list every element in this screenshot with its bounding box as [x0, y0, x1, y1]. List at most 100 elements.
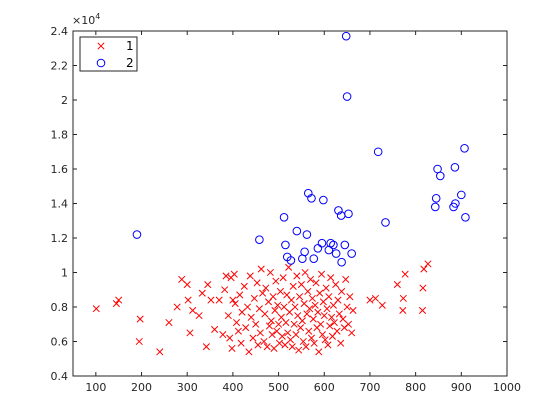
data-point	[183, 281, 191, 289]
data-point	[219, 331, 227, 339]
data-point	[250, 294, 258, 302]
data-point	[329, 240, 338, 250]
data-point	[292, 331, 300, 339]
data-point	[310, 339, 318, 347]
y-tick-label: 0.8	[51, 301, 69, 314]
x-tick-label: 500	[268, 381, 289, 394]
data-point	[373, 147, 383, 157]
data-point	[136, 315, 144, 323]
data-point	[333, 327, 341, 335]
data-point	[291, 303, 299, 311]
data-point	[343, 303, 351, 311]
y-tick-label: 2.2	[51, 60, 69, 73]
data-point	[334, 296, 342, 304]
data-point	[366, 296, 374, 304]
data-point	[309, 254, 319, 264]
series-2	[132, 31, 470, 267]
data-point	[231, 299, 239, 308]
data-point	[399, 294, 407, 302]
data-point	[288, 343, 296, 351]
data-point	[460, 144, 469, 153]
data-point	[342, 275, 350, 283]
data-point	[319, 195, 328, 205]
data-point	[431, 194, 441, 203]
data-point	[420, 265, 428, 273]
data-point	[315, 348, 323, 356]
y-tick-label: 1.8	[51, 129, 69, 142]
data-point	[450, 162, 460, 172]
data-point	[228, 344, 236, 352]
data-point	[285, 263, 293, 271]
data-point	[295, 346, 303, 354]
data-point	[293, 272, 301, 280]
data-point	[255, 235, 264, 245]
data-point	[304, 287, 312, 296]
data-point	[348, 329, 356, 337]
data-point	[237, 339, 245, 347]
data-point	[307, 334, 316, 342]
data-point	[297, 281, 305, 289]
data-point	[302, 343, 310, 351]
data-point	[292, 226, 302, 236]
data-point	[296, 324, 305, 332]
data-point	[327, 274, 335, 282]
data-point	[457, 190, 466, 200]
legend-label-2: 2	[126, 56, 134, 70]
data-point	[318, 331, 326, 339]
data-point	[267, 317, 275, 325]
data-point	[265, 322, 273, 330]
data-point	[274, 301, 282, 309]
data-point	[338, 287, 346, 296]
data-point	[346, 293, 354, 301]
data-point	[349, 306, 357, 315]
data-point	[393, 281, 401, 289]
data-point	[278, 332, 286, 340]
data-point	[378, 301, 386, 309]
data-point	[419, 284, 427, 292]
data-point	[173, 303, 181, 311]
data-point	[271, 306, 279, 315]
legend-marker-2	[96, 58, 106, 68]
data-point	[195, 312, 203, 320]
data-point	[252, 320, 260, 328]
data-point	[245, 348, 253, 356]
data-point	[399, 306, 407, 315]
data-point	[436, 171, 445, 181]
data-point	[344, 320, 353, 328]
legend-marker-1	[97, 42, 105, 50]
data-point	[316, 289, 324, 297]
x-tick-label: 600	[314, 381, 335, 394]
data-point	[281, 240, 290, 250]
data-marks	[92, 31, 470, 356]
x-tick-label: 100	[85, 381, 106, 394]
data-point	[132, 230, 142, 239]
data-point	[322, 284, 330, 292]
data-point	[298, 317, 306, 325]
data-point	[226, 334, 234, 342]
data-point	[263, 343, 271, 351]
axes: 100 200 300 400 500 600 700 800 900 1000 0.4 0.6 0.8…	[51, 25, 522, 394]
y-tick-label: 1.6	[51, 163, 69, 176]
data-point	[424, 260, 432, 268]
data-point	[204, 281, 212, 289]
data-point	[308, 294, 316, 302]
data-point	[287, 296, 295, 304]
data-point	[184, 296, 192, 304]
data-point	[234, 327, 242, 335]
data-point	[306, 305, 314, 313]
data-point	[418, 306, 427, 315]
data-point	[186, 329, 194, 337]
data-point	[222, 272, 230, 280]
y-tick-label: 1.2	[51, 232, 69, 245]
y-tick-label: 0.6	[51, 336, 69, 349]
data-point	[112, 299, 120, 308]
data-point	[340, 240, 350, 250]
data-point	[257, 265, 265, 273]
legend: 12	[79, 36, 138, 72]
data-point	[211, 325, 219, 333]
y-tick-label: 1	[61, 267, 68, 280]
y-tick-label: 1.4	[51, 198, 69, 211]
data-point	[279, 274, 287, 282]
series-1	[92, 260, 432, 356]
